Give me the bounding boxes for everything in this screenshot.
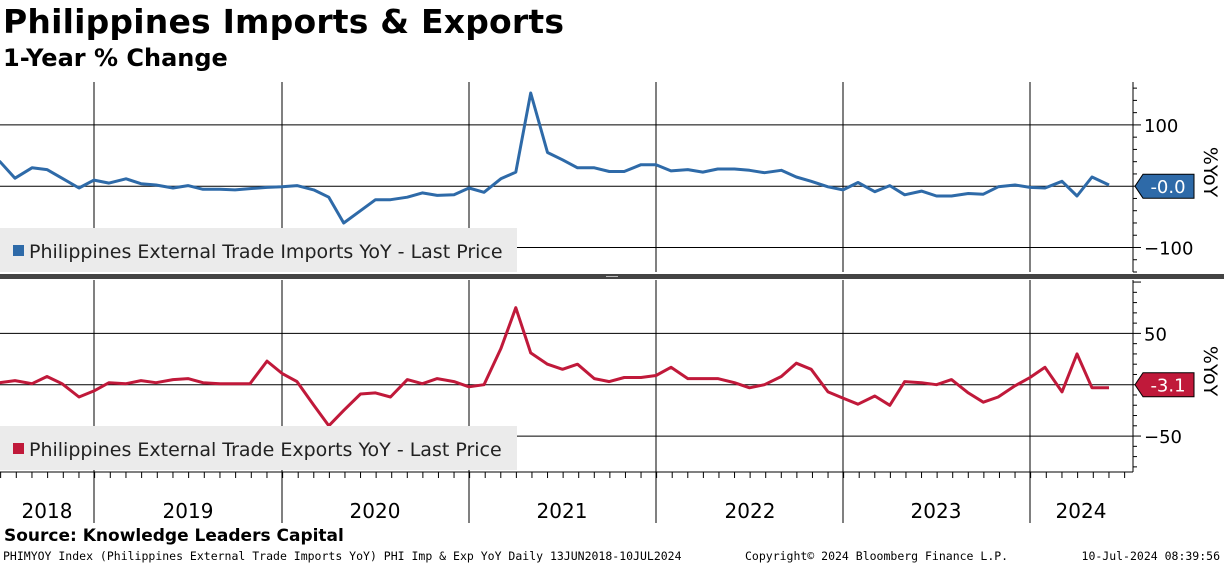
- imports-series-line: [0, 91, 1110, 225]
- exports-series-line: [0, 306, 1109, 428]
- y-tick-label: 50: [1144, 324, 1167, 345]
- chart-title: Philippines Imports & Exports: [3, 2, 565, 41]
- legend-swatch: [13, 245, 24, 256]
- chart-subtitle: 1-Year % Change: [3, 44, 228, 72]
- source-note: Source: Knowledge Leaders Capital: [4, 526, 344, 546]
- footer-timestamp: 10-Jul-2024 08:39:56: [1081, 549, 1220, 563]
- x-year-label-2018: 2018: [22, 499, 73, 523]
- legend-box: [0, 426, 517, 470]
- footer-copyright: Copyright© 2024 Bloomberg Finance L.P.: [745, 549, 1009, 563]
- legend-swatch: [13, 443, 24, 454]
- x-year-label-2019: 2019: [163, 499, 214, 523]
- last-value-tag: [1134, 372, 1195, 398]
- x-year-label-2022: 2022: [725, 499, 776, 523]
- y-axis-label: %YoY: [1199, 147, 1221, 198]
- x-year-label-2020: 2020: [350, 499, 401, 523]
- footer-index-info: PHIMYOY Index (Philippines External Trad…: [3, 549, 682, 563]
- x-year-label-2023: 2023: [911, 499, 962, 523]
- y-tick-label: −100: [1144, 238, 1193, 259]
- legend-label: Philippines External Trade Imports YoY -…: [29, 241, 503, 263]
- legend-label: Philippines External Trade Exports YoY -…: [29, 439, 502, 461]
- legend-box: [0, 228, 517, 272]
- y-tick-label: 100: [1144, 116, 1178, 137]
- y-tick-label: −50: [1144, 427, 1182, 448]
- x-year-label-2021: 2021: [537, 499, 588, 523]
- y-axis-label: %YoY: [1199, 346, 1221, 397]
- last-value-label: -3.1: [1150, 376, 1185, 397]
- last-value-tag: [1134, 173, 1195, 199]
- last-value-label: -0.0: [1150, 177, 1185, 198]
- x-year-label-2024: 2024: [1056, 499, 1107, 523]
